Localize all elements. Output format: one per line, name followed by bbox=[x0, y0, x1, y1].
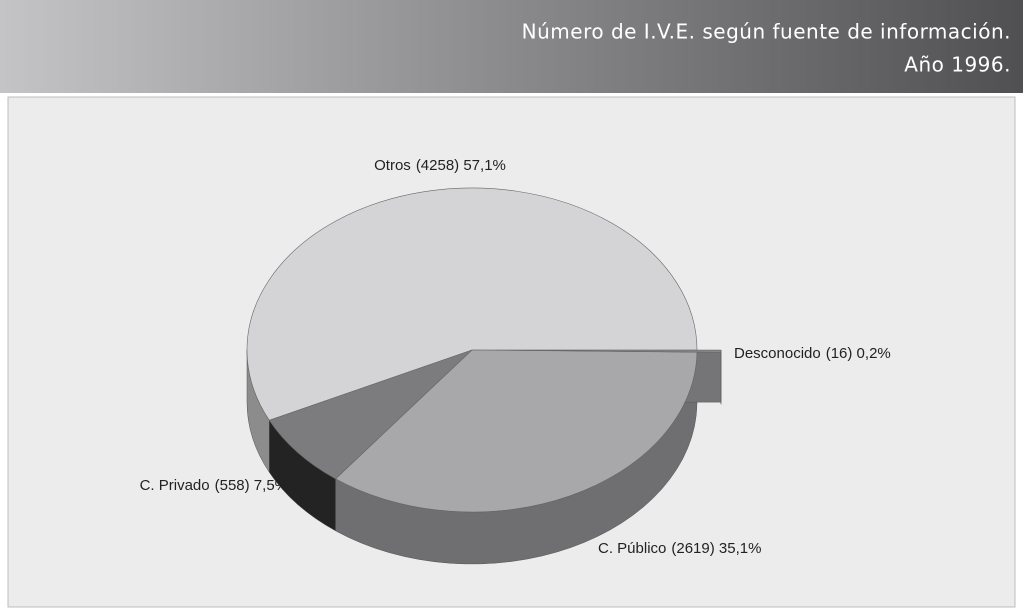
header-band bbox=[0, 0, 1023, 93]
chart-subtitle: Año 1996. bbox=[904, 53, 1011, 77]
category-label: Desconocido bbox=[734, 345, 821, 362]
slice-label: C. Público (2619) 35,1% bbox=[598, 540, 761, 557]
slice bbox=[495, 349, 722, 353]
category-label: C. Público bbox=[598, 540, 666, 557]
slice-label: Otros (4258) 57,1% bbox=[374, 157, 506, 174]
value-label: (4258) 57,1% bbox=[416, 157, 506, 174]
slice bbox=[246, 187, 698, 421]
value-label: (558) 7,5% bbox=[215, 477, 288, 494]
value-label: (16) 0,2% bbox=[826, 345, 891, 362]
slice bbox=[335, 349, 698, 513]
slice-label: C. Privado (558) 7,5% bbox=[140, 477, 288, 494]
category-label: Otros bbox=[374, 157, 411, 174]
value-label: (2619) 35,1% bbox=[671, 540, 761, 557]
chart-title: Número de I.V.E. según fuente de informa… bbox=[522, 20, 1011, 44]
slice-label: Desconocido (16) 0,2% bbox=[734, 345, 891, 362]
slice bbox=[268, 349, 473, 480]
category-label: C. Privado bbox=[140, 477, 210, 494]
